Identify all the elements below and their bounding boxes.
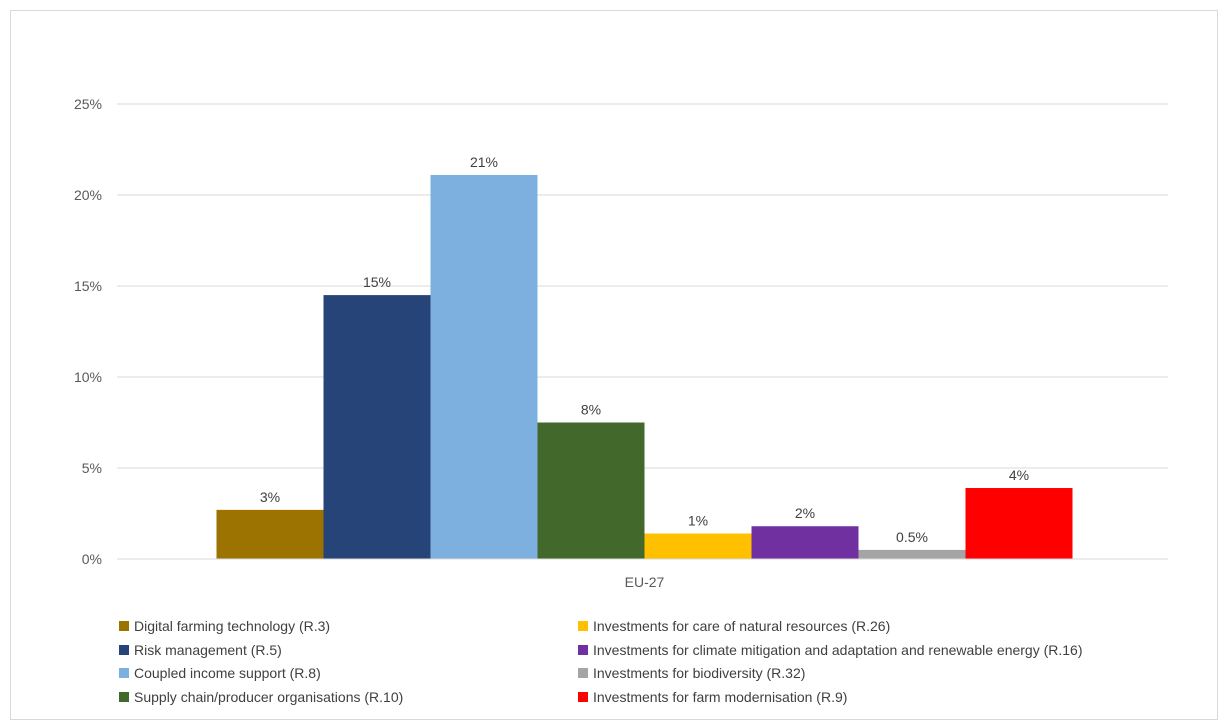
legend-label: Coupled income support (R.8) [134, 665, 321, 681]
chart-frame [10, 10, 1218, 720]
y-tick-label: 25% [74, 96, 102, 112]
y-tick-label: 15% [74, 278, 102, 294]
legend-label: Investments for biodiversity (R.32) [593, 665, 806, 681]
data-label: 0.5% [896, 529, 928, 545]
legend-label: Investments for farm modernisation (R.9) [593, 688, 848, 705]
legend-label: Risk management (R.5) [134, 641, 282, 658]
bar [537, 422, 645, 559]
data-label: 1% [688, 513, 708, 529]
legend-swatch [119, 691, 129, 702]
bar [430, 174, 538, 560]
legend-label: Investments for care of natural resource… [593, 618, 891, 634]
legend-item: Investments for climate mitigation and a… [578, 642, 1083, 658]
data-label: 21% [470, 154, 498, 170]
bar-chart: 0% 5% 10% 15% 20% 25% 3% 15% 21% 8% 1% 2% 0.5% 4% EU… [74, 96, 1168, 590]
data-labels: 3% 15% 21% 8% 1% 2% 0.5% 4% [260, 154, 1029, 545]
legend-label: Digital farming technology (R.3) [134, 618, 331, 634]
legend-item: Investments for biodiversity (R.32) [578, 665, 805, 681]
data-label: 4% [1009, 467, 1029, 483]
data-label: 8% [581, 402, 601, 418]
legend-swatch [578, 691, 588, 702]
legend-label: Investments for climate mitigation and a… [593, 641, 1083, 658]
legend-item: Coupled income support (R.8) [119, 665, 321, 681]
y-tick-label: 10% [74, 369, 102, 385]
category-label: EU-27 [625, 574, 665, 590]
legend-swatch [578, 668, 588, 678]
legend-swatch [578, 644, 588, 655]
legend-swatch [119, 621, 129, 631]
legend-item: Investments for care of natural resource… [578, 618, 890, 634]
legend-swatch [578, 621, 588, 631]
legend-swatch [119, 644, 129, 655]
bars [216, 174, 1073, 560]
legend-item: Risk management (R.5) [119, 642, 282, 658]
bar [323, 295, 431, 559]
data-label: 15% [363, 274, 391, 290]
legend-item: Digital farming technology (R.3) [119, 618, 330, 634]
legend-item: Supply chain/producer organisations (R.1… [119, 689, 403, 705]
bar [216, 509, 324, 559]
y-tick-label: 20% [74, 187, 102, 203]
data-label: 2% [795, 505, 815, 521]
legend-item: Investments for farm modernisation (R.9) [578, 689, 847, 705]
y-tick-label: 5% [82, 460, 102, 476]
y-axis-ticks: 0% 5% 10% 15% 20% 25% [74, 96, 102, 567]
bar [965, 488, 1073, 559]
data-label: 3% [260, 489, 280, 505]
bar [858, 549, 966, 559]
bar [644, 533, 752, 559]
y-tick-label: 0% [82, 551, 102, 567]
legend-label: Supply chain/producer organisations (R.1… [134, 688, 404, 705]
bar [751, 526, 859, 559]
legend-swatch [119, 668, 129, 678]
gridlines [117, 103, 1168, 469]
